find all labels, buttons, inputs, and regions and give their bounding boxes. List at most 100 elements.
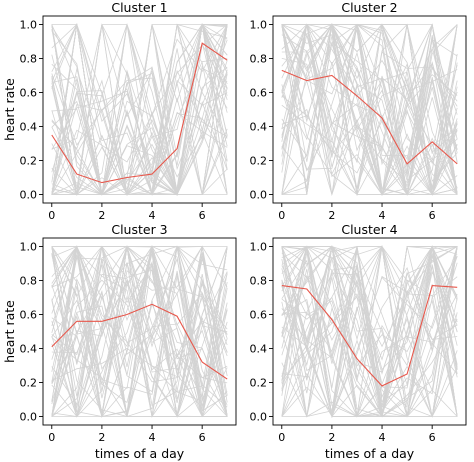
chart-panel-4: 0 2 4 6 0.0 0.2 0.4 0.6 0.8 1.0 Cluster 4 times of … [250,222,467,461]
background-series-line [281,28,458,195]
x-tick-label: 4 [379,209,386,222]
background-series-line [51,246,228,413]
x-tick-label: 0 [278,209,285,222]
background-series-line [281,245,458,417]
background-series-line [51,23,228,195]
background-series-line [281,24,458,195]
background-traces [51,22,228,197]
background-series-line [51,246,228,418]
y-tick-label: 1.0 [250,19,268,32]
background-series-line [51,245,228,417]
background-series-line [51,246,228,418]
y-tick-label: 0.2 [250,377,268,390]
y-tick-label: 1.0 [20,19,38,32]
background-series-line [51,246,228,417]
y-axis-label: heart rate [2,78,17,141]
background-series-line [281,246,458,417]
x-tick-label: 6 [199,431,206,444]
background-series-line [281,24,458,195]
y-tick-label: 0.8 [250,275,268,288]
x-tick-label: 6 [429,209,436,222]
background-series-line [51,24,228,196]
x-tick-label: 6 [429,431,436,444]
background-series-line [281,24,458,196]
y-tick-label: 0.2 [20,377,38,390]
x-tick-label: 2 [98,431,105,444]
background-series-line [281,246,458,418]
x-tick-label: 2 [98,209,105,222]
background-traces [51,245,228,419]
axes-frame [272,237,467,426]
background-series-line [281,24,458,195]
chart-panel-3: 0 2 4 6 0.0 0.2 0.4 0.6 0.8 1.0 Cluster 3 times of … [2,222,237,461]
y-tick-label: 1.0 [250,241,268,254]
background-series-line [281,23,458,195]
y-tick-label: 0.6 [20,309,38,322]
background-series-line [281,246,458,417]
panel-title: Cluster 1 [111,0,167,15]
x-tick-label: 2 [328,209,335,222]
axes-frame [272,15,467,204]
background-series-line [281,245,458,418]
background-series-line [281,246,458,403]
x-tick-label: 0 [48,209,55,222]
background-series-line [51,79,228,196]
background-series-line [51,24,228,196]
background-series-line [51,246,228,417]
y-tick-label: 0.2 [250,155,268,168]
background-series-line [281,246,458,417]
background-series-line [51,245,228,419]
chart-panel-1: 0 2 4 6 0.0 0.2 0.4 0.6 0.8 1.0 Cluster 1 heart rat… [2,0,237,222]
x-tick-label: 0 [48,431,55,444]
y-tick-label: 0.0 [250,189,268,202]
y-tick-label: 0.0 [20,189,38,202]
background-series-line [281,246,458,419]
axes-frame [42,15,237,204]
background-series-line [281,245,458,418]
y-tick-label: 0.4 [20,121,38,134]
background-series-line [281,23,458,191]
background-series-line [51,24,228,196]
background-series-line [51,246,228,397]
background-series-line [51,24,228,195]
background-traces [281,22,458,197]
y-tick-label: 0.6 [20,87,38,100]
panel-title: Cluster 4 [341,222,397,237]
background-series-line [51,72,228,196]
axes-frame [42,237,237,426]
y-tick-label: 0.0 [20,411,38,424]
chart-panel-2: 0 2 4 6 0.0 0.2 0.4 0.6 0.8 1.0 Cluster 2 [250,0,467,222]
background-series-line [281,24,458,195]
x-tick-label: 0 [278,431,285,444]
background-series-line [51,24,228,195]
x-tick-label: 4 [379,431,386,444]
background-series-line [51,246,228,417]
background-series-line [281,246,458,418]
panel-title: Cluster 3 [111,222,167,237]
x-tick-label: 4 [149,431,156,444]
background-series-line [281,24,458,196]
background-series-line [51,246,228,417]
background-series-line [281,24,458,196]
background-series-line [51,24,228,195]
y-axis-label: heart rate [2,300,17,363]
background-series-line [51,273,228,402]
background-series-line [281,24,458,196]
x-tick-label: 6 [199,209,206,222]
cluster-mean-line [281,69,458,165]
background-series-line [51,245,228,400]
y-tick-label: 0.6 [250,87,268,100]
background-series-line [281,246,458,417]
x-tick-label: 4 [149,209,156,222]
cluster-mean-line [281,285,458,387]
panel-title: Cluster 2 [341,0,397,15]
background-series-line [281,244,458,347]
x-axis-label: times of a day [325,446,415,461]
y-tick-label: 0.4 [20,343,38,356]
y-tick-label: 0.0 [250,411,268,424]
y-tick-label: 0.8 [20,275,38,288]
background-series-line [281,246,458,417]
y-tick-label: 0.8 [250,53,268,66]
background-series-line [51,24,228,196]
